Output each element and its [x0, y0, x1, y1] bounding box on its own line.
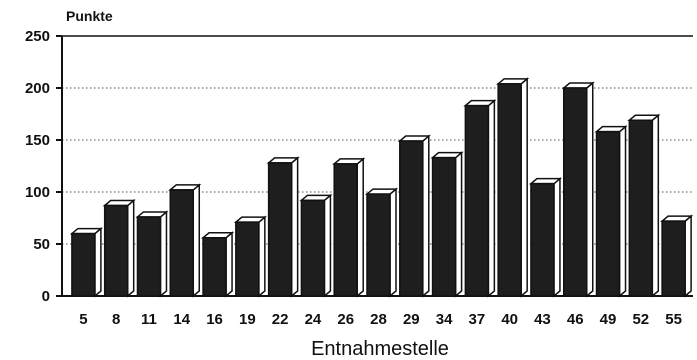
- bar-side-face: [159, 210, 168, 298]
- bar: [397, 134, 431, 298]
- bar: [660, 214, 694, 298]
- bar-side-face: [684, 214, 692, 298]
- x-tick-label: 43: [534, 311, 551, 328]
- bar-front-face: [595, 130, 621, 297]
- x-tick-label: 28: [370, 311, 387, 328]
- x-tick-label: 40: [501, 311, 518, 328]
- bar-side-face: [192, 183, 201, 298]
- bar: [266, 156, 300, 298]
- bar-top-face: [135, 211, 169, 218]
- bar: [561, 81, 595, 298]
- bar: [528, 177, 563, 298]
- x-tick-label: 11: [141, 311, 157, 328]
- x-tick-label: 29: [403, 311, 420, 328]
- bar-front-face: [366, 193, 391, 297]
- bar: [102, 198, 136, 298]
- bar-front-face: [300, 199, 326, 297]
- bar-side-face: [553, 177, 561, 298]
- bar-side-face: [356, 157, 364, 298]
- x-tick-label: 52: [632, 311, 649, 328]
- bar-front-face: [628, 119, 654, 297]
- bar-front-face: [267, 162, 293, 297]
- x-tick-label: 34: [436, 311, 453, 328]
- y-tick-label: 100: [25, 184, 50, 201]
- bar-side-face: [290, 156, 299, 298]
- x-tick-label: 8: [112, 311, 120, 328]
- bar-front-face: [202, 237, 227, 297]
- bar-front-face: [530, 182, 555, 297]
- bar-side-face: [585, 81, 594, 298]
- x-tick-label: 5: [79, 311, 87, 328]
- bar-side-face: [487, 99, 496, 298]
- y-tick-labels: 0 50 100 150 200 250: [25, 28, 50, 305]
- bar-top-face: [364, 188, 399, 195]
- x-tick-label: 46: [567, 311, 584, 328]
- x-tick-label: 16: [206, 311, 223, 328]
- bar-top-face: [102, 199, 136, 207]
- bar-side-face: [422, 134, 430, 298]
- bar-front-face: [464, 104, 490, 297]
- bar-side-face: [225, 231, 233, 298]
- bar-top-face: [233, 216, 267, 223]
- bar-front-face: [399, 140, 424, 297]
- bar: [200, 231, 235, 298]
- bar-side-face: [651, 113, 660, 298]
- y-tick-label: 150: [25, 132, 50, 149]
- bar-front-face: [431, 156, 457, 297]
- bar: [233, 215, 267, 298]
- bar-front-face: [333, 163, 358, 297]
- bar: [299, 193, 333, 298]
- bar-front-face: [235, 221, 260, 297]
- bar-top-face: [528, 177, 563, 185]
- bar-front-face: [136, 216, 162, 297]
- bar-side-face: [94, 226, 102, 298]
- bar-front-face: [169, 189, 195, 297]
- bar: [627, 113, 661, 298]
- x-tick-label: 14: [173, 311, 190, 328]
- x-tick-label: 24: [305, 311, 322, 328]
- bar: [463, 99, 497, 298]
- bar: [135, 210, 169, 298]
- bar: [430, 151, 464, 298]
- x-tick-label: 26: [337, 311, 354, 328]
- bar: [332, 157, 366, 298]
- bar: [594, 125, 628, 298]
- bar-side-face: [389, 187, 397, 298]
- x-tick-label: 55: [665, 311, 682, 328]
- bar-side-face: [323, 193, 332, 298]
- bar-top-face: [69, 227, 103, 235]
- bar-side-face: [454, 151, 463, 298]
- y-tick-label: 250: [25, 28, 50, 45]
- bar-side-face: [520, 77, 528, 298]
- bar: [168, 183, 202, 298]
- y-tick-label: 200: [25, 80, 50, 97]
- bar-side-face: [258, 215, 266, 298]
- x-tick-label: 22: [272, 311, 289, 328]
- x-tick-label: 19: [239, 311, 256, 328]
- bar-front-face: [103, 204, 129, 297]
- bar-top-face: [200, 232, 235, 239]
- bar-front-face: [661, 220, 686, 297]
- bar-front-face: [562, 87, 588, 297]
- bar-side-face: [126, 198, 135, 298]
- bar: [496, 77, 530, 298]
- bar-front-face: [71, 232, 96, 297]
- y-axis-unit-label: Punkte: [66, 8, 113, 24]
- y-tick-label: 0: [42, 288, 50, 305]
- x-tick-labels: 5 8 11 14 16 19 22 24 26 28 29 34 37 40 43 46 49 52 55: [79, 311, 682, 328]
- bar: [364, 187, 399, 298]
- bar-side-face: [618, 125, 627, 298]
- y-tick-label: 50: [33, 236, 50, 253]
- bar-front-face: [497, 83, 522, 297]
- x-axis-title: Entnahmestelle: [311, 338, 449, 360]
- x-tick-label: 37: [469, 311, 486, 328]
- x-tick-label: 49: [600, 311, 617, 328]
- bar: [69, 226, 103, 298]
- bars: [69, 77, 694, 298]
- bar-top-face: [660, 215, 694, 222]
